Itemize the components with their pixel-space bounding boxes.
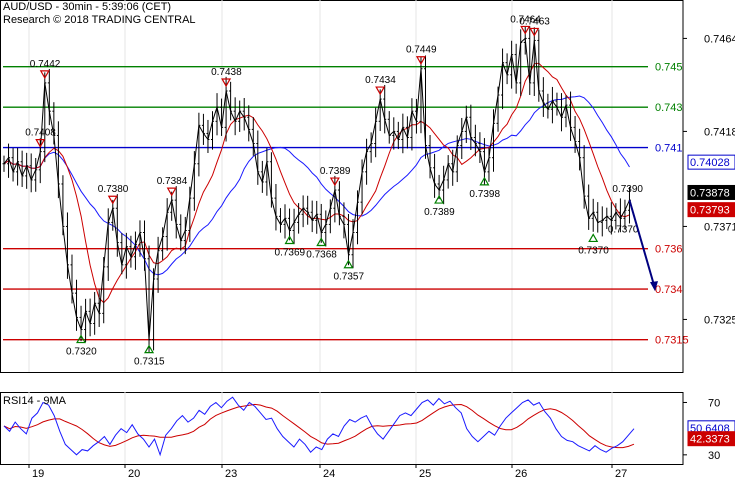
high-marker [375, 86, 386, 96]
axis-tag-label: 0.73878 [690, 187, 730, 199]
low-marker [144, 344, 155, 354]
rsi-title: RSI14 - 9MA [3, 395, 67, 407]
y-tick-label: 0.7325 [704, 314, 735, 326]
low-label: 0.7320 [66, 347, 97, 358]
high-marker [529, 27, 540, 37]
high-marker [107, 195, 118, 205]
y-tick-label: 0.7371 [704, 221, 735, 233]
projection-arrow-line [628, 199, 655, 286]
axis-tag-label: 0.74028 [690, 157, 730, 169]
high-label: 0.7464 [510, 14, 541, 25]
low-label: 0.7389 [424, 207, 455, 218]
low-label: 0.7315 [134, 357, 165, 368]
rsi-y-tick-label: 70 [708, 397, 720, 409]
high-label: 0.7380 [98, 184, 129, 195]
high-marker [329, 177, 340, 187]
x-tick-label: 27 [615, 468, 627, 480]
projection-arrow-head [650, 281, 658, 292]
moving-average-fast [3, 62, 630, 304]
high-label: 0.7384 [157, 176, 188, 187]
level-label: 0.743 [655, 102, 683, 114]
high-label: 0.7449 [406, 45, 437, 56]
axis-tag-pivot_tag [687, 154, 735, 170]
x-tick-label: 23 [225, 468, 237, 480]
x-tick-label: 25 [419, 468, 431, 480]
high-label: 0.7389 [320, 166, 351, 177]
level-label: 0.745 [655, 62, 683, 74]
rsi-panel-frame [0, 392, 684, 465]
price-panel-frame [0, 0, 684, 373]
chart-header-title: AUD/USD - 30min - 5:39:06 (CET) [3, 1, 172, 13]
high-label: 0.7442 [30, 59, 61, 70]
high-label: 0.7463 [519, 16, 550, 27]
high-marker [166, 187, 177, 197]
high-marker [415, 56, 427, 65]
axis-tag-current_tag [687, 184, 735, 200]
axis-tag-label: 42.3373 [690, 434, 730, 446]
low-label: 0.7398 [469, 189, 500, 200]
low-marker [479, 176, 490, 186]
low-marker [343, 259, 354, 269]
rsi-y-tick-label: 30 [708, 450, 720, 462]
high-marker [221, 78, 232, 88]
high-marker [39, 70, 50, 80]
chart-header-copyright: Research © 2018 TRADING CENTRAL [3, 14, 196, 26]
point-label: 0.7390 [612, 184, 643, 195]
price-bars [2, 26, 631, 353]
low-label: 0.7368 [306, 250, 337, 261]
level-label: 0.7315 [655, 335, 689, 347]
price-close-line [3, 37, 630, 340]
high-marker [520, 25, 531, 35]
high-label: 0.7434 [365, 75, 396, 86]
rsi-moving-average [3, 403, 635, 449]
x-tick-label: 24 [323, 468, 335, 480]
low-label: 0.7370 [578, 245, 609, 256]
low-marker [284, 235, 295, 245]
axis-tag-bottom_tag [687, 202, 735, 218]
high-label: 0.7438 [211, 67, 242, 78]
x-tick-label: 19 [32, 468, 44, 480]
low-marker [434, 194, 445, 204]
level-label: 0.736 [655, 244, 683, 256]
low-label: 0.7369 [275, 247, 306, 258]
level-label: 0.741 [655, 143, 683, 155]
rsi-line [3, 396, 635, 457]
low-marker [316, 237, 327, 247]
point-label: 0.7370 [608, 224, 639, 235]
axis-tag-label: 0.73793 [690, 205, 730, 217]
low-marker [76, 334, 87, 344]
high-label: 0.7408 [25, 128, 56, 139]
y-tick-label: 0.7464 [704, 33, 735, 45]
x-tick-label: 20 [128, 468, 140, 480]
level-label: 0.734 [655, 284, 683, 296]
high-marker [35, 139, 46, 148]
x-tick-label: 26 [515, 468, 527, 480]
y-tick-label: 0.7418 [704, 126, 735, 138]
low-marker [588, 233, 599, 243]
low-label: 0.7357 [333, 272, 364, 283]
axis-tag-bottom_tag [687, 431, 735, 447]
